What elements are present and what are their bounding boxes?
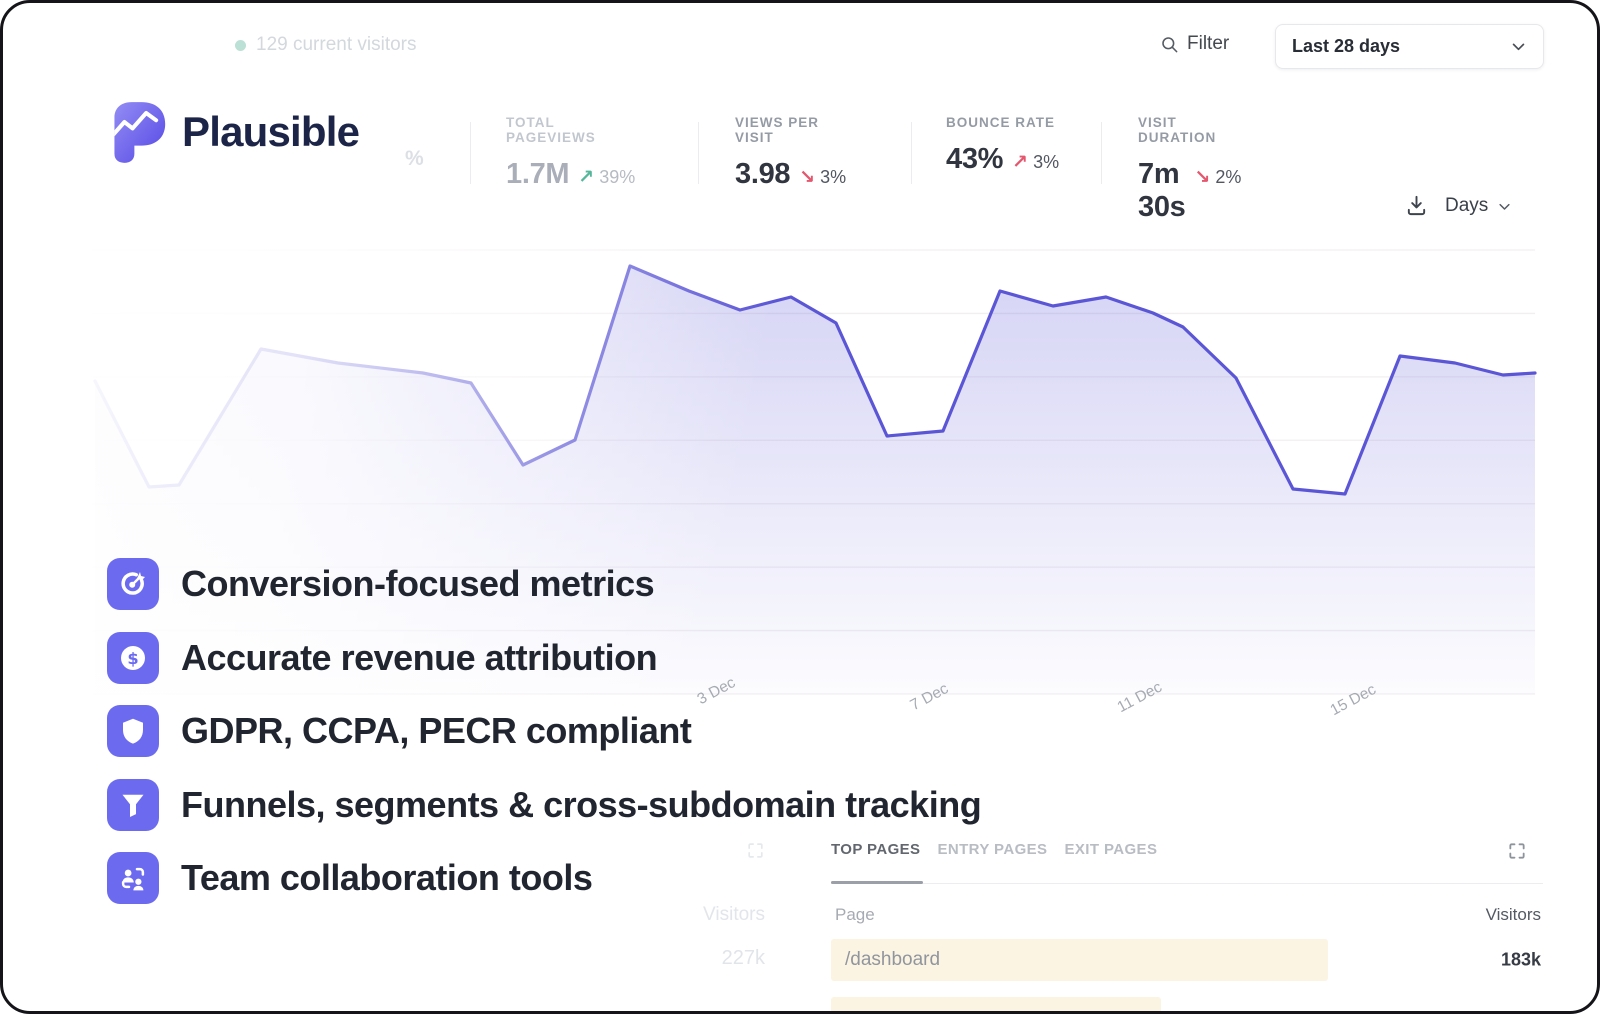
feature-item: Team collaboration tools [107, 852, 981, 904]
feature-label: GDPR, CCPA, PECR compliant [181, 710, 692, 751]
stat-views-per-visit[interactable]: VIEWS PER VISIT 3.98 ↘ 3% [735, 115, 846, 191]
stat-delta: ↘ 3% [799, 167, 847, 188]
page-visitors: 183k [1500, 949, 1541, 970]
expand-icon[interactable] [746, 841, 765, 860]
panel-divider [831, 883, 1543, 884]
feature-item: Funnels, segments & cross-subdomain trac… [107, 778, 982, 831]
stat-label: VIEWS PER VISIT [735, 115, 820, 145]
stat-delta: ↗ 39% [578, 167, 636, 188]
stat-bounce-rate[interactable]: BOUNCE RATE 43% ↗ 3% [946, 115, 1059, 176]
dollar-icon: $ [118, 643, 148, 673]
stat-delta: ↗ 3% [1012, 152, 1060, 173]
download-icon[interactable] [1405, 194, 1428, 217]
feature-item: $ Accurate revenue attribution [107, 631, 981, 684]
tab-entry-pages[interactable]: ENTRY PAGES [937, 841, 1048, 858]
brand-name: Plausible [182, 108, 360, 155]
faded-visitors-column: Visitors [703, 904, 765, 925]
stat-delta: ↘ 2% [1194, 167, 1242, 188]
stat-total-pageviews[interactable]: TOTAL PAGEVIEWS 1.7M ↗ 39% [506, 115, 635, 191]
active-tab-underline [831, 881, 923, 884]
brand: Plausible [109, 97, 360, 167]
tab-top-pages[interactable]: TOP PAGES [831, 841, 921, 858]
feature-item: Conversion-focused metrics [107, 558, 981, 610]
stat-label: TOTAL PAGEVIEWS [506, 115, 596, 145]
page-row-partial[interactable] [831, 997, 1543, 1011]
stat-divider [470, 122, 471, 184]
search-icon [1160, 35, 1179, 54]
trend-arrow-icon: ↗ [578, 167, 595, 188]
interval-label: Days [1445, 194, 1489, 216]
page-column-header: Page [835, 905, 875, 924]
filter-button[interactable]: Filter [1160, 33, 1229, 55]
stat-value: 7m 30s [1138, 158, 1186, 223]
feature-label: Team collaboration tools [181, 857, 593, 898]
funnel-icon [118, 790, 148, 820]
page-row[interactable]: /dashboard 183k [831, 939, 1543, 981]
stat-divider [1101, 122, 1102, 184]
trend-arrow-icon: ↘ [1194, 167, 1211, 188]
stat-value: 43% [946, 143, 1004, 175]
filter-label: Filter [1187, 33, 1230, 54]
tab-exit-pages[interactable]: EXIT PAGES [1064, 841, 1158, 858]
chevron-down-icon [1510, 38, 1527, 55]
stat-label: VISIT DURATION [1138, 115, 1217, 145]
pages-tabs: TOP PAGES ENTRY PAGES EXIT PAGES [831, 841, 1157, 858]
trend-arrow-icon: ↗ [1012, 152, 1029, 173]
expand-icon[interactable] [1507, 841, 1527, 861]
stat-value: 3.98 [735, 158, 791, 190]
feature-label: Funnels, segments & cross-subdomain trac… [181, 783, 982, 825]
stat-divider [698, 122, 699, 184]
stat-value: 1.7M [506, 158, 570, 190]
shield-icon [118, 716, 148, 746]
date-range-select[interactable]: Last 28 days [1275, 24, 1544, 69]
feature-list: Conversion-focused metrics $ Accurate reve… [107, 558, 982, 926]
percent-watermark: % [405, 147, 424, 170]
live-visitors[interactable]: 129 current visitors [235, 34, 417, 56]
visitors-column-header: Visitors [1485, 905, 1541, 924]
stat-label: BOUNCE RATE [946, 115, 1056, 130]
trend-arrow-icon: ↘ [799, 167, 816, 188]
date-range-value: Last 28 days [1292, 36, 1401, 56]
page-path: /dashboard [845, 949, 941, 970]
live-dot-icon [235, 39, 246, 51]
stat-divider [911, 122, 912, 184]
interval-dropdown[interactable]: Days [1445, 195, 1512, 217]
chart-toolbar: Days [1405, 194, 1512, 217]
faded-visitors-value: 227k [721, 947, 765, 969]
row-fill-bar [831, 997, 1161, 1011]
team-icon [118, 863, 148, 893]
svg-text:$: $ [127, 648, 138, 667]
feature-label: Accurate revenue attribution [181, 636, 658, 678]
stat-visit-duration[interactable]: VISIT DURATION 7m 30s ↘ 2% [1138, 115, 1241, 224]
plausible-logo-icon [114, 102, 166, 163]
chevron-down-icon [1497, 198, 1512, 213]
feature-label: Conversion-focused metrics [181, 563, 655, 604]
pages-breakdown-panel: TOP PAGES ENTRY PAGES EXIT PAGES Page Visi… [831, 839, 1543, 1011]
row-fill-bar [831, 939, 1328, 981]
target-icon [118, 569, 148, 599]
feature-item: GDPR, CCPA, PECR compliant [107, 705, 981, 757]
live-visitors-label: 129 current visitors [256, 34, 417, 55]
